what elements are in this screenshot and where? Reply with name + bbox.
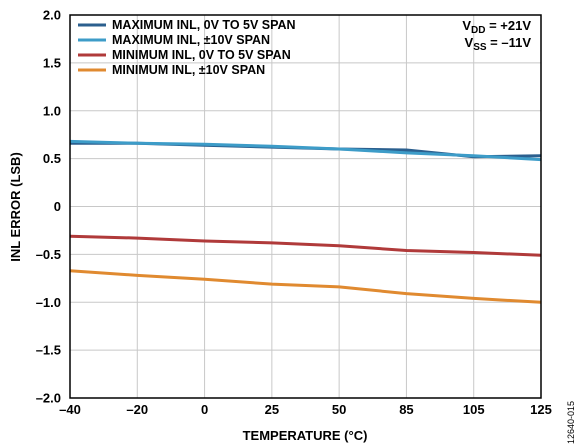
vdd-annotation: VDD = +21V	[462, 18, 531, 36]
series-line-3	[69, 234, 542, 257]
x-axis-title: TEMPERATURE (°C)	[243, 428, 368, 443]
vdd-sub: DD	[471, 25, 485, 36]
x-tick-label: 105	[463, 402, 485, 417]
y-tick-label: 1.5	[43, 55, 61, 70]
x-tick-label: –40	[59, 402, 81, 417]
x-tick-label: 50	[332, 402, 346, 417]
series-line-2	[69, 139, 542, 162]
legend-label: MINIMUM INL, 0V TO 5V SPAN	[112, 48, 291, 62]
series-line-4	[69, 269, 542, 304]
x-tick-label: 0	[201, 402, 208, 417]
legend-label: MAXIMUM INL, ±10V SPAN	[112, 33, 270, 47]
series-lines	[69, 139, 542, 304]
y-tick-labels: 2.0 1.5 1.0 0.5 0 –0.5 –1.0 –1.5 –2.0	[36, 8, 61, 406]
vss-value: = –11V	[487, 35, 532, 50]
y-tick-label: –1.5	[36, 343, 61, 358]
y-tick-label: –0.5	[36, 247, 61, 262]
vdd-value: = +21V	[485, 18, 531, 33]
legend-label: MINIMUM INL, ±10V SPAN	[112, 63, 265, 77]
vss-main: V	[465, 35, 474, 50]
supply-annotation: VDD = +21V VSS = –11V	[462, 18, 531, 53]
vss-annotation: VSS = –11V	[465, 35, 532, 53]
legend-label: MAXIMUM INL, 0V TO 5V SPAN	[112, 18, 296, 32]
plot-frame	[69, 14, 542, 399]
y-tick-label: 0	[54, 199, 61, 214]
y-tick-label: 1.0	[43, 103, 61, 118]
x-tick-label: 125	[530, 402, 552, 417]
y-tick-label: –1.0	[36, 295, 61, 310]
vdd-main: V	[462, 18, 471, 33]
x-tick-label: 25	[265, 402, 279, 417]
y-axis-title: INL ERROR (LSB)	[8, 152, 23, 262]
y-tick-label: 2.0	[43, 8, 61, 23]
x-tick-label: –20	[126, 402, 148, 417]
x-tick-labels: –40 –20 0 25 50 85 105 125	[59, 402, 552, 417]
figure-id: 12640-015	[566, 401, 576, 444]
y-tick-label: –2.0	[36, 391, 61, 406]
vss-sub: SS	[473, 42, 487, 53]
y-tick-label: 0.5	[43, 151, 61, 166]
grid	[70, 15, 541, 398]
x-tick-label: 85	[399, 402, 413, 417]
